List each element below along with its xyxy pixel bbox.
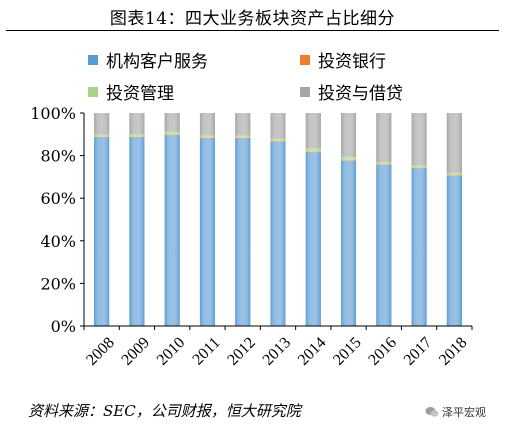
bar-shade-institutional-2011 xyxy=(199,138,215,326)
y-tick-label-60%: 60% xyxy=(40,189,76,208)
bar-shade-banking-2008 xyxy=(94,136,110,138)
y-tick-label-100%: 100% xyxy=(30,104,76,123)
bar-shade-banking-2016 xyxy=(376,164,392,166)
legend-swatch-management xyxy=(88,86,98,97)
x-tick-label-2009: 2009 xyxy=(118,334,153,369)
bar-shade-institutional-2014 xyxy=(305,152,321,326)
legend-label-banking: 投资银行 xyxy=(318,52,386,72)
bar-shade-management-2010 xyxy=(164,131,180,135)
x-tick-label-2015: 2015 xyxy=(330,334,365,369)
legend-label-management: 投资管理 xyxy=(106,84,174,104)
bar-shade-lending-2008 xyxy=(94,113,110,135)
legend-item-lending: 投资与借贷 xyxy=(300,79,403,104)
x-tick-label-2011: 2011 xyxy=(189,334,223,368)
legend-item-banking: 投资银行 xyxy=(300,47,386,72)
bar-shade-banking-2013 xyxy=(270,141,286,142)
x-tick-label-2010: 2010 xyxy=(154,334,189,369)
x-tick-label-2012: 2012 xyxy=(224,334,259,369)
bar-shade-institutional-2016 xyxy=(376,165,392,326)
x-tick-label-2018: 2018 xyxy=(436,334,471,369)
legend-label-institutional: 机构客户服务 xyxy=(106,52,208,72)
bar-shade-lending-2012 xyxy=(235,113,251,136)
bar-shade-lending-2009 xyxy=(129,113,145,135)
y-tick-label-40%: 40% xyxy=(40,232,76,251)
title-divider xyxy=(6,30,499,31)
bar-shade-institutional-2010 xyxy=(164,135,180,326)
bar-shade-institutional-2008 xyxy=(94,137,110,326)
bar-shade-management-2009 xyxy=(129,134,145,137)
bar-shade-management-2013 xyxy=(270,138,286,142)
bar-shade-banking-2017 xyxy=(411,167,427,169)
bar-shade-banking-2015 xyxy=(341,160,357,161)
source-note: 资料来源：SEC，公司财报，恒大研究院 xyxy=(28,402,301,420)
x-tick-label-2016: 2016 xyxy=(365,334,400,369)
bar-shade-institutional-2018 xyxy=(446,175,462,326)
legend-item-management: 投资管理 xyxy=(88,79,174,104)
x-tick-label-2013: 2013 xyxy=(260,334,295,369)
bar-shade-management-2017 xyxy=(411,165,427,168)
legend-label-lending: 投资与借贷 xyxy=(318,84,403,104)
bar-shade-institutional-2015 xyxy=(341,160,357,326)
bar-shade-management-2011 xyxy=(199,135,215,138)
x-tick-label-2008: 2008 xyxy=(83,334,118,369)
bar-shade-lending-2017 xyxy=(411,113,427,166)
bar-shade-institutional-2012 xyxy=(235,138,251,326)
y-tick-label-0%: 0% xyxy=(51,317,76,336)
bar-shade-banking-2009 xyxy=(129,136,145,138)
bar-shade-banking-2010 xyxy=(164,134,180,136)
watermark: 泽平宏观 xyxy=(425,404,486,420)
bar-shade-institutional-2017 xyxy=(411,168,427,326)
watermark-text: 泽平宏观 xyxy=(442,406,486,419)
bar-shade-management-2008 xyxy=(94,134,110,137)
x-tick-label-2017: 2017 xyxy=(401,334,436,369)
x-tick-label-2014: 2014 xyxy=(295,334,330,369)
bar-shade-institutional-2013 xyxy=(270,141,286,326)
bar-shade-banking-2014 xyxy=(305,151,321,153)
bar-shade-management-2012 xyxy=(235,135,251,138)
bar-shade-lending-2015 xyxy=(341,113,357,157)
bar-shade-management-2015 xyxy=(341,156,357,161)
bar-shade-management-2014 xyxy=(305,148,321,152)
bar-shade-lending-2010 xyxy=(164,113,180,132)
bar-shade-lending-2013 xyxy=(270,113,286,139)
bar-shade-banking-2011 xyxy=(199,137,215,139)
legend-item-institutional: 机构客户服务 xyxy=(88,47,208,72)
bar-shade-lending-2011 xyxy=(199,113,215,136)
legend-swatch-banking xyxy=(300,54,310,65)
y-tick-label-20%: 20% xyxy=(40,274,76,293)
legend-swatch-lending xyxy=(300,86,310,97)
bar-shade-institutional-2009 xyxy=(129,137,145,326)
bar-shade-management-2016 xyxy=(376,161,392,165)
bar-shade-lending-2014 xyxy=(305,113,321,149)
bar-shade-banking-2018 xyxy=(446,175,462,176)
bar-shade-lending-2018 xyxy=(446,113,462,173)
wechat-icon xyxy=(425,406,439,418)
y-tick-label-80%: 80% xyxy=(40,147,76,166)
bar-shade-lending-2016 xyxy=(376,113,392,162)
bar-shade-management-2018 xyxy=(446,172,462,176)
legend-swatch-institutional xyxy=(88,54,98,65)
figure-title: 图表14：四大业务板块资产占比细分 xyxy=(109,9,396,29)
bar-shade-banking-2012 xyxy=(235,137,251,139)
